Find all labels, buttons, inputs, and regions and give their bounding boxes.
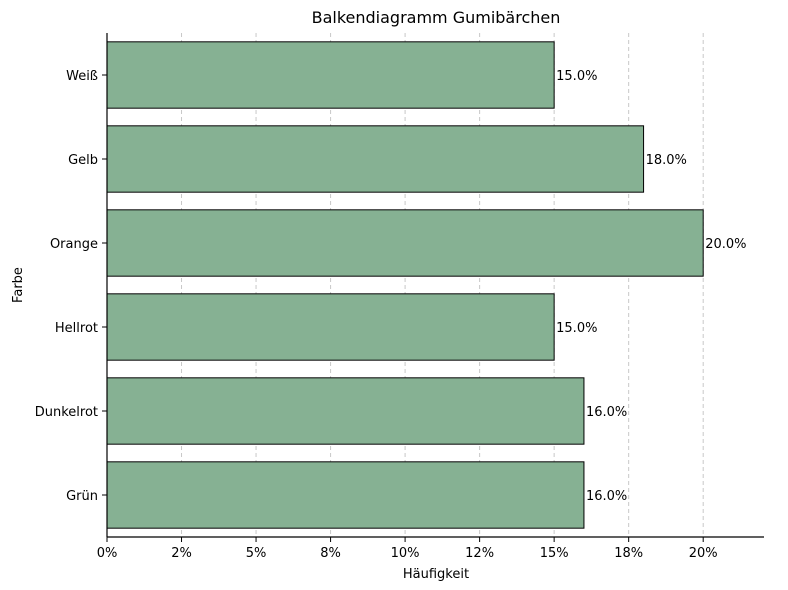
x-tick-label: 15%	[540, 546, 569, 561]
bar-grün	[106, 461, 585, 529]
y-tick-label: Hellrot	[55, 321, 98, 336]
x-tick-label: 12%	[465, 546, 494, 561]
y-tick-label: Weiß	[66, 69, 98, 84]
data-label: 16.0%	[586, 489, 627, 504]
bar-orange	[106, 209, 704, 277]
data-label: 15.0%	[556, 321, 597, 336]
x-axis-label: Häufigkeit	[403, 567, 469, 582]
data-label: 15.0%	[556, 69, 597, 84]
data-label: 20.0%	[705, 237, 746, 252]
x-tick-label: 8%	[320, 546, 341, 561]
y-axis-label: Farbe	[11, 267, 26, 303]
x-tick-label: 20%	[689, 546, 718, 561]
chart-title: Balkendiagramm Gumibärchen	[312, 8, 561, 27]
x-tick-label: 18%	[614, 546, 643, 561]
y-tick-label: Orange	[50, 237, 98, 252]
x-tick-label: 10%	[391, 546, 420, 561]
x-tick-label: 0%	[97, 546, 118, 561]
y-tick-label: Gelb	[68, 153, 98, 168]
bar-dunkelrot	[106, 377, 585, 445]
axes	[102, 33, 764, 542]
bars	[106, 41, 704, 529]
y-tick-label: Grün	[66, 489, 98, 504]
x-tick-label: 2%	[171, 546, 192, 561]
grid-lines	[106, 33, 704, 537]
bar-gelb	[106, 125, 645, 193]
data-label: 16.0%	[586, 405, 627, 420]
bar-weiß	[106, 41, 555, 109]
data-label: 18.0%	[646, 153, 687, 168]
labels: 0% 2% 5% 8% 10% 12% 15% 18% 20% Weiß 15.0% Gelb 18.0…	[35, 69, 747, 561]
y-tick-label: Dunkelrot	[35, 405, 98, 420]
x-tick-label: 5%	[246, 546, 267, 561]
bar-hellrot	[106, 293, 555, 361]
